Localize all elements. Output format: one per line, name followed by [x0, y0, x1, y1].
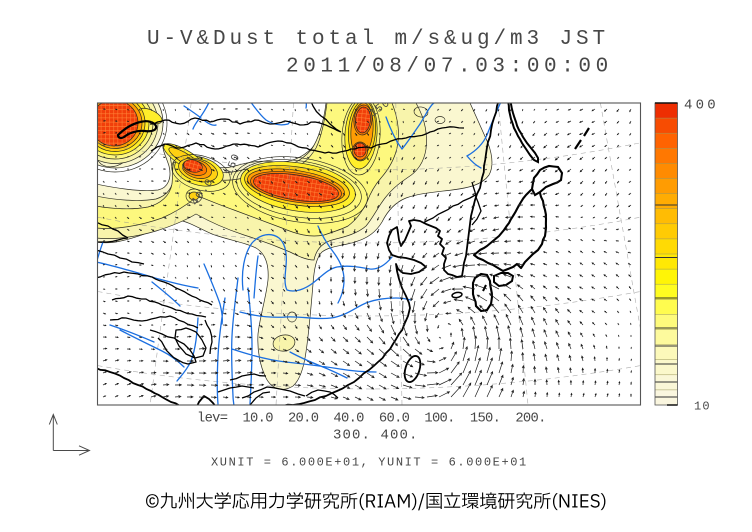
- svg-text:400: 400: [684, 98, 719, 114]
- svg-text:10: 10: [694, 400, 711, 414]
- svg-text:300. 400.: 300. 400.: [333, 428, 419, 444]
- svg-text:lev= 10.0 20.0 40.0 60.0: lev= 10.0 20.0 40.0 60.0 100. 150. 200.: [197, 410, 546, 426]
- svg-text:XUNIT = 6.000E+01, YUNIT = 6.0: XUNIT = 6.000E+01, YUNIT = 6.000E+01: [211, 455, 528, 469]
- svg-text:2011/08/07.03:00:00: 2011/08/07.03:00:00: [286, 56, 613, 79]
- svg-text:U-V&Dust total m/s&ug/m3 JST: U-V&Dust total m/s&ug/m3 JST: [147, 28, 609, 51]
